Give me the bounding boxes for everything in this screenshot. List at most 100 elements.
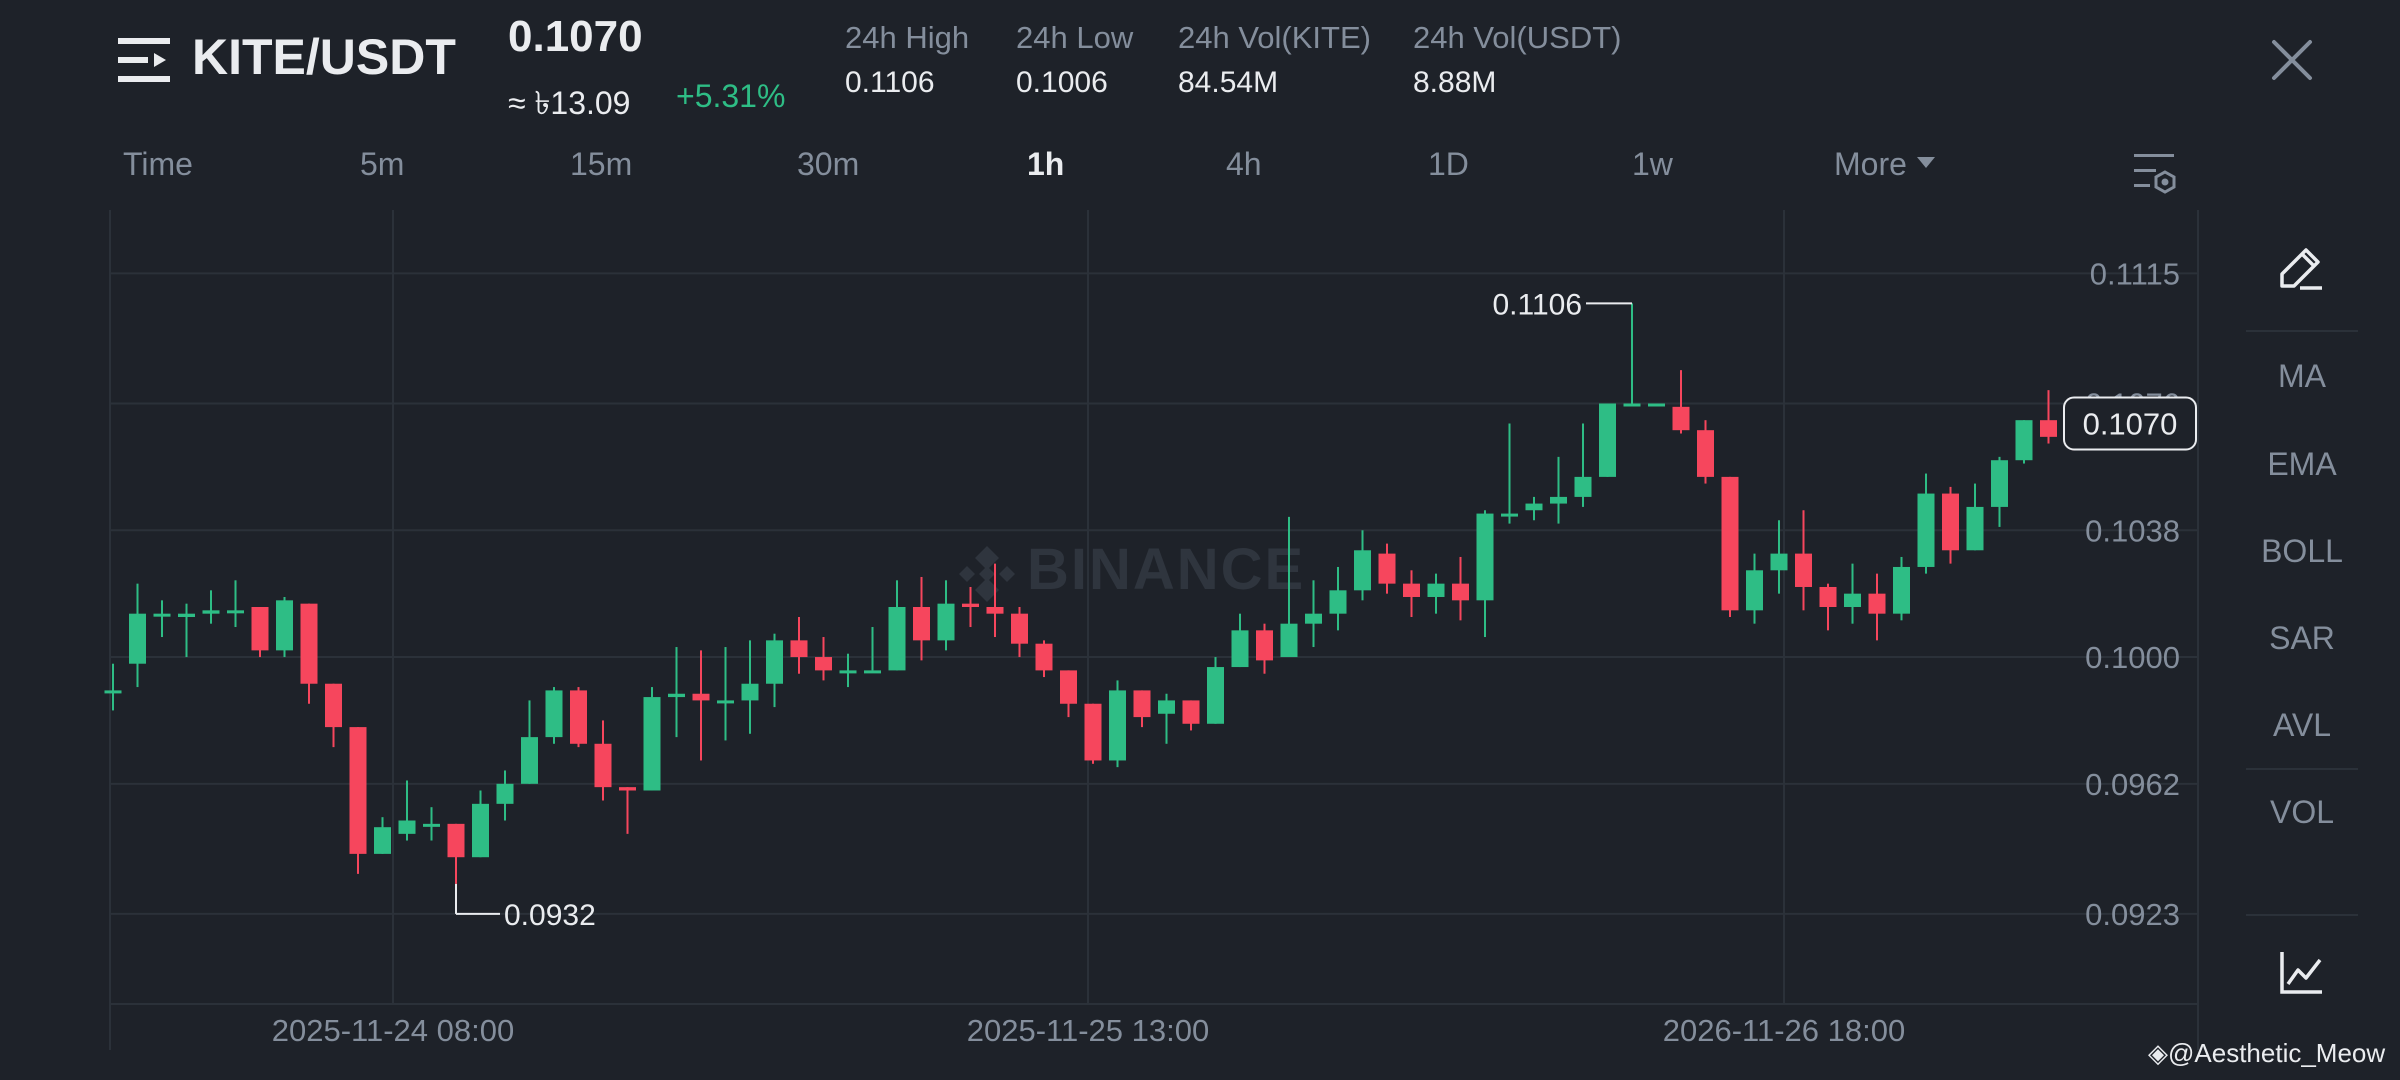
tab-5m[interactable]: 5m: [360, 146, 405, 182]
stat-24h-vol-quote-label: 24h Vol(USDT): [1413, 20, 1622, 55]
candle-body: [1648, 403, 1665, 407]
candle-body: [1011, 613, 1028, 644]
tab-1h[interactable]: 1h: [1027, 146, 1065, 182]
indicator-ma[interactable]: MA: [2278, 358, 2326, 394]
caret-down-icon: [1916, 157, 1935, 169]
candle-body: [153, 613, 171, 617]
current-price-box: [2063, 396, 2197, 451]
pair-name[interactable]: KITE/USDT: [192, 29, 456, 85]
indicator-ema[interactable]: EMA: [2267, 446, 2337, 482]
x-tick-label: 2026-11-26 18:00: [1663, 1013, 1905, 1048]
indicator-vol[interactable]: VOL: [2269, 794, 2335, 830]
candle-body: [447, 823, 465, 858]
watermark-text: BINANCE: [1027, 537, 1306, 602]
candle: [619, 787, 636, 834]
candle-body: [251, 607, 269, 651]
candle-body: [1084, 703, 1102, 761]
candle: [1501, 423, 1518, 524]
candle: [1599, 403, 1616, 477]
candle: [447, 823, 465, 884]
candle: [1721, 476, 1739, 618]
candle: [1158, 693, 1175, 744]
candle-body: [1550, 496, 1567, 504]
candle-body: [1158, 700, 1175, 714]
candle-body: [521, 737, 538, 784]
candle-body: [1819, 586, 1837, 607]
candle-body: [1378, 553, 1396, 584]
indicator-avl[interactable]: AVL: [2272, 707, 2332, 743]
tab-1d[interactable]: 1D: [1428, 146, 1469, 182]
tab-15m[interactable]: 15m: [570, 146, 633, 182]
candle-body: [741, 683, 759, 701]
toolbar-divider: [2246, 768, 2358, 770]
candle: [668, 647, 685, 738]
candle-body: [1280, 623, 1298, 658]
candle-body: [1501, 513, 1518, 517]
candle: [251, 607, 269, 658]
y-tick-label: 0.1076: [2085, 386, 2180, 421]
candle-body: [472, 803, 489, 858]
candle-body: [1476, 513, 1494, 601]
candle-body: [1721, 476, 1739, 611]
line-chart-icon[interactable]: [2278, 948, 2326, 996]
candle: [839, 653, 857, 688]
tab-4h[interactable]: 4h: [1226, 146, 1262, 182]
candle-body: [496, 783, 514, 804]
candle-body: [1672, 406, 1690, 431]
candle-body: [619, 787, 636, 791]
candle-body: [2064, 436, 2082, 444]
candle-body: [668, 693, 685, 698]
candle-body: [1109, 690, 1126, 761]
candle-body: [2015, 420, 2033, 461]
stat-24h-high-value: 0.1106: [845, 66, 935, 99]
candle: [1746, 553, 1763, 624]
candle-body: [349, 727, 367, 854]
candle: [2015, 420, 2033, 464]
y-tick-label: 0.0962: [2085, 767, 2180, 802]
tab-1w[interactable]: 1w: [1632, 146, 1673, 182]
tab-time[interactable]: Time: [123, 146, 193, 182]
candle: [1427, 573, 1445, 614]
candle-body: [1305, 613, 1322, 624]
candle: [349, 727, 367, 874]
chart-markers: 0.1106 0.0932 0.1070: [455, 288, 2197, 932]
candle: [717, 647, 734, 741]
candle: [888, 580, 906, 671]
candle-body: [1574, 476, 1592, 497]
candle-body: [1868, 593, 1886, 614]
candle-body: [1623, 403, 1641, 407]
tab-more[interactable]: More: [1834, 146, 1935, 183]
draw-tool-icon[interactable]: [2276, 244, 2326, 294]
close-icon[interactable]: [2268, 36, 2316, 84]
indicator-boll[interactable]: BOLL: [2261, 533, 2343, 569]
chart-settings-icon[interactable]: [2132, 150, 2178, 198]
candle-body: [423, 823, 440, 827]
menu-icon[interactable]: [118, 36, 170, 84]
candle-body: [1133, 690, 1151, 718]
candle: [374, 817, 391, 854]
candle-body: [1256, 630, 1273, 661]
candle: [1207, 657, 1224, 724]
candle: [202, 590, 220, 624]
binance-logo-icon: ◈: [2148, 1038, 2168, 1068]
candle-body: [766, 640, 783, 684]
candle: [1035, 640, 1053, 678]
candle: [1623, 303, 1641, 407]
candle: [276, 596, 293, 658]
candle: [423, 807, 440, 841]
candle: [1231, 613, 1249, 668]
candle-body: [2040, 420, 2057, 437]
candle: [1697, 420, 1714, 484]
candle-body: [1599, 403, 1616, 477]
candle-body: [1844, 593, 1861, 607]
indicator-sar[interactable]: SAR: [2269, 620, 2335, 656]
candle: [325, 683, 342, 748]
tab-30m[interactable]: 30m: [797, 146, 860, 182]
candle: [1305, 580, 1322, 648]
candle: [472, 790, 489, 858]
candle: [1795, 510, 1812, 611]
candle: [913, 576, 930, 661]
y-tick-label: 0.1038: [2085, 513, 2180, 548]
candle-body: [1060, 670, 1077, 704]
candle: [1942, 486, 1959, 564]
